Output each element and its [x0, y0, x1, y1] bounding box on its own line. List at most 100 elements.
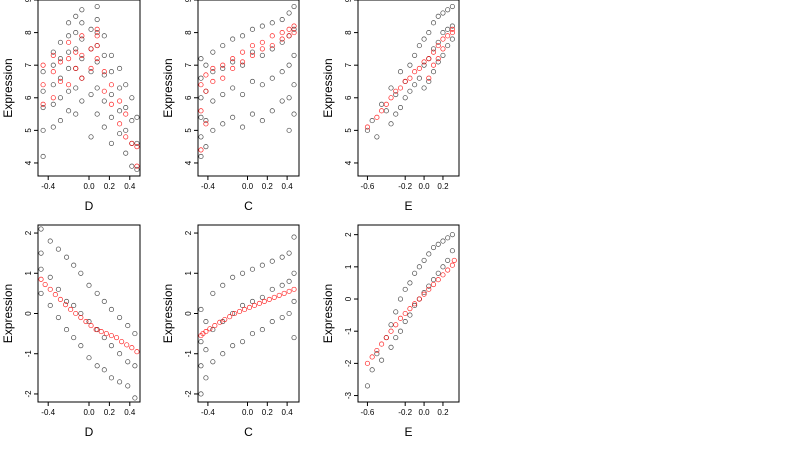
point-observed: [57, 95, 63, 101]
point-fitted: [220, 75, 226, 81]
point-observed: [286, 10, 292, 16]
point-observed: [66, 20, 72, 26]
point-observed: [50, 49, 56, 55]
point-fitted: [426, 56, 432, 62]
y-tick-label: 1: [344, 264, 353, 269]
point-observed: [269, 286, 275, 292]
point-observed: [50, 124, 56, 130]
y-tick-label: 9: [344, 0, 353, 2]
point-observed: [198, 391, 204, 397]
point-observed: [94, 363, 100, 369]
point-observed: [269, 75, 275, 81]
point-fitted: [451, 257, 457, 263]
point-observed: [55, 246, 61, 252]
point-observed: [38, 290, 44, 296]
point-observed: [388, 121, 394, 127]
point-fitted: [57, 59, 63, 65]
point-fitted: [210, 65, 216, 71]
point-observed: [402, 286, 408, 292]
point-fitted: [203, 329, 209, 335]
y-tick-label: 6: [344, 95, 353, 100]
point-observed: [249, 26, 256, 32]
point-observed: [73, 46, 79, 52]
point-observed: [210, 98, 216, 104]
point-observed: [440, 52, 446, 58]
point-observed: [117, 379, 123, 385]
point-fitted: [108, 82, 114, 88]
point-fitted: [281, 290, 287, 296]
point-fitted: [94, 56, 100, 62]
point-observed: [57, 56, 63, 62]
plot-frame: [357, 224, 460, 403]
point-fitted: [430, 49, 437, 55]
point-observed: [240, 91, 246, 98]
point-observed: [291, 234, 297, 240]
point-observed: [445, 43, 451, 49]
point-fitted: [94, 26, 100, 32]
y-axis-label: Expression: [1, 284, 15, 343]
point-observed: [379, 357, 385, 363]
panel-top-left: -0.4 0.0 0.2 0.4 4 5 6 7 8 9 D Expression: [1, 0, 141, 213]
point-observed: [240, 124, 246, 130]
point-fitted: [421, 291, 427, 297]
x-tick-label: 0.0: [419, 182, 431, 191]
x-tick-label: 0.4: [282, 182, 294, 191]
point-observed: [108, 91, 114, 98]
point-fitted: [271, 294, 277, 300]
point-fitted: [88, 65, 94, 71]
point-observed: [134, 140, 140, 146]
x-axis-label: E: [404, 425, 412, 439]
point-fitted: [50, 69, 56, 75]
point-observed: [412, 52, 418, 58]
x-tick-label: 0.4: [124, 408, 136, 417]
point-observed: [123, 150, 129, 156]
point-observed: [407, 62, 413, 68]
point-observed: [230, 343, 236, 349]
point-fitted: [220, 62, 226, 68]
point-fitted: [449, 262, 455, 268]
y-tick-label: 1: [184, 270, 193, 275]
point-observed: [66, 108, 72, 114]
point-fitted: [286, 33, 292, 39]
point-observed: [117, 65, 123, 71]
point-fitted: [57, 78, 63, 85]
point-observed: [416, 264, 422, 270]
point-observed: [393, 111, 399, 117]
y-tick-label: 4: [184, 160, 193, 165]
point-fitted: [246, 304, 253, 311]
point-observed: [286, 278, 292, 284]
point-fitted: [430, 281, 437, 288]
point-fitted: [52, 292, 58, 298]
x-tick-label: 0.2: [104, 182, 116, 191]
point-observed: [421, 290, 427, 296]
point-fitted: [40, 62, 46, 68]
point-observed: [374, 134, 380, 140]
point-observed: [220, 351, 226, 357]
point-fitted: [374, 347, 380, 354]
point-observed: [132, 363, 138, 369]
point-observed: [79, 36, 85, 42]
point-fitted: [73, 49, 79, 55]
point-observed: [94, 17, 100, 23]
x-tick-label: 0.2: [104, 408, 116, 417]
point-fitted: [259, 39, 265, 45]
point-fitted: [383, 335, 389, 341]
series-fitted: [364, 26, 455, 130]
point-observed: [47, 302, 53, 309]
point-observed: [393, 309, 399, 315]
point-observed: [123, 127, 129, 133]
point-fitted: [113, 335, 120, 341]
point-observed: [101, 72, 107, 78]
point-observed: [94, 59, 100, 65]
point-observed: [47, 274, 53, 280]
y-tick-label: 5: [184, 128, 193, 133]
y-tick-label: 7: [24, 62, 33, 67]
y-tick-label: -2: [24, 390, 33, 398]
point-fitted: [50, 52, 56, 58]
point-observed: [230, 85, 236, 91]
point-observed: [101, 124, 107, 130]
point-observed: [259, 294, 265, 300]
y-axis-label: Expression: [161, 284, 175, 343]
point-observed: [291, 111, 297, 117]
point-observed: [55, 314, 61, 321]
